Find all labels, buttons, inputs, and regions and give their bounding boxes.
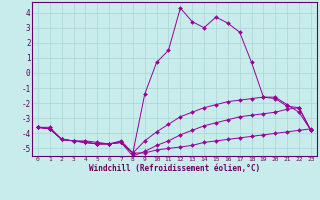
X-axis label: Windchill (Refroidissement éolien,°C): Windchill (Refroidissement éolien,°C) (89, 164, 260, 173)
